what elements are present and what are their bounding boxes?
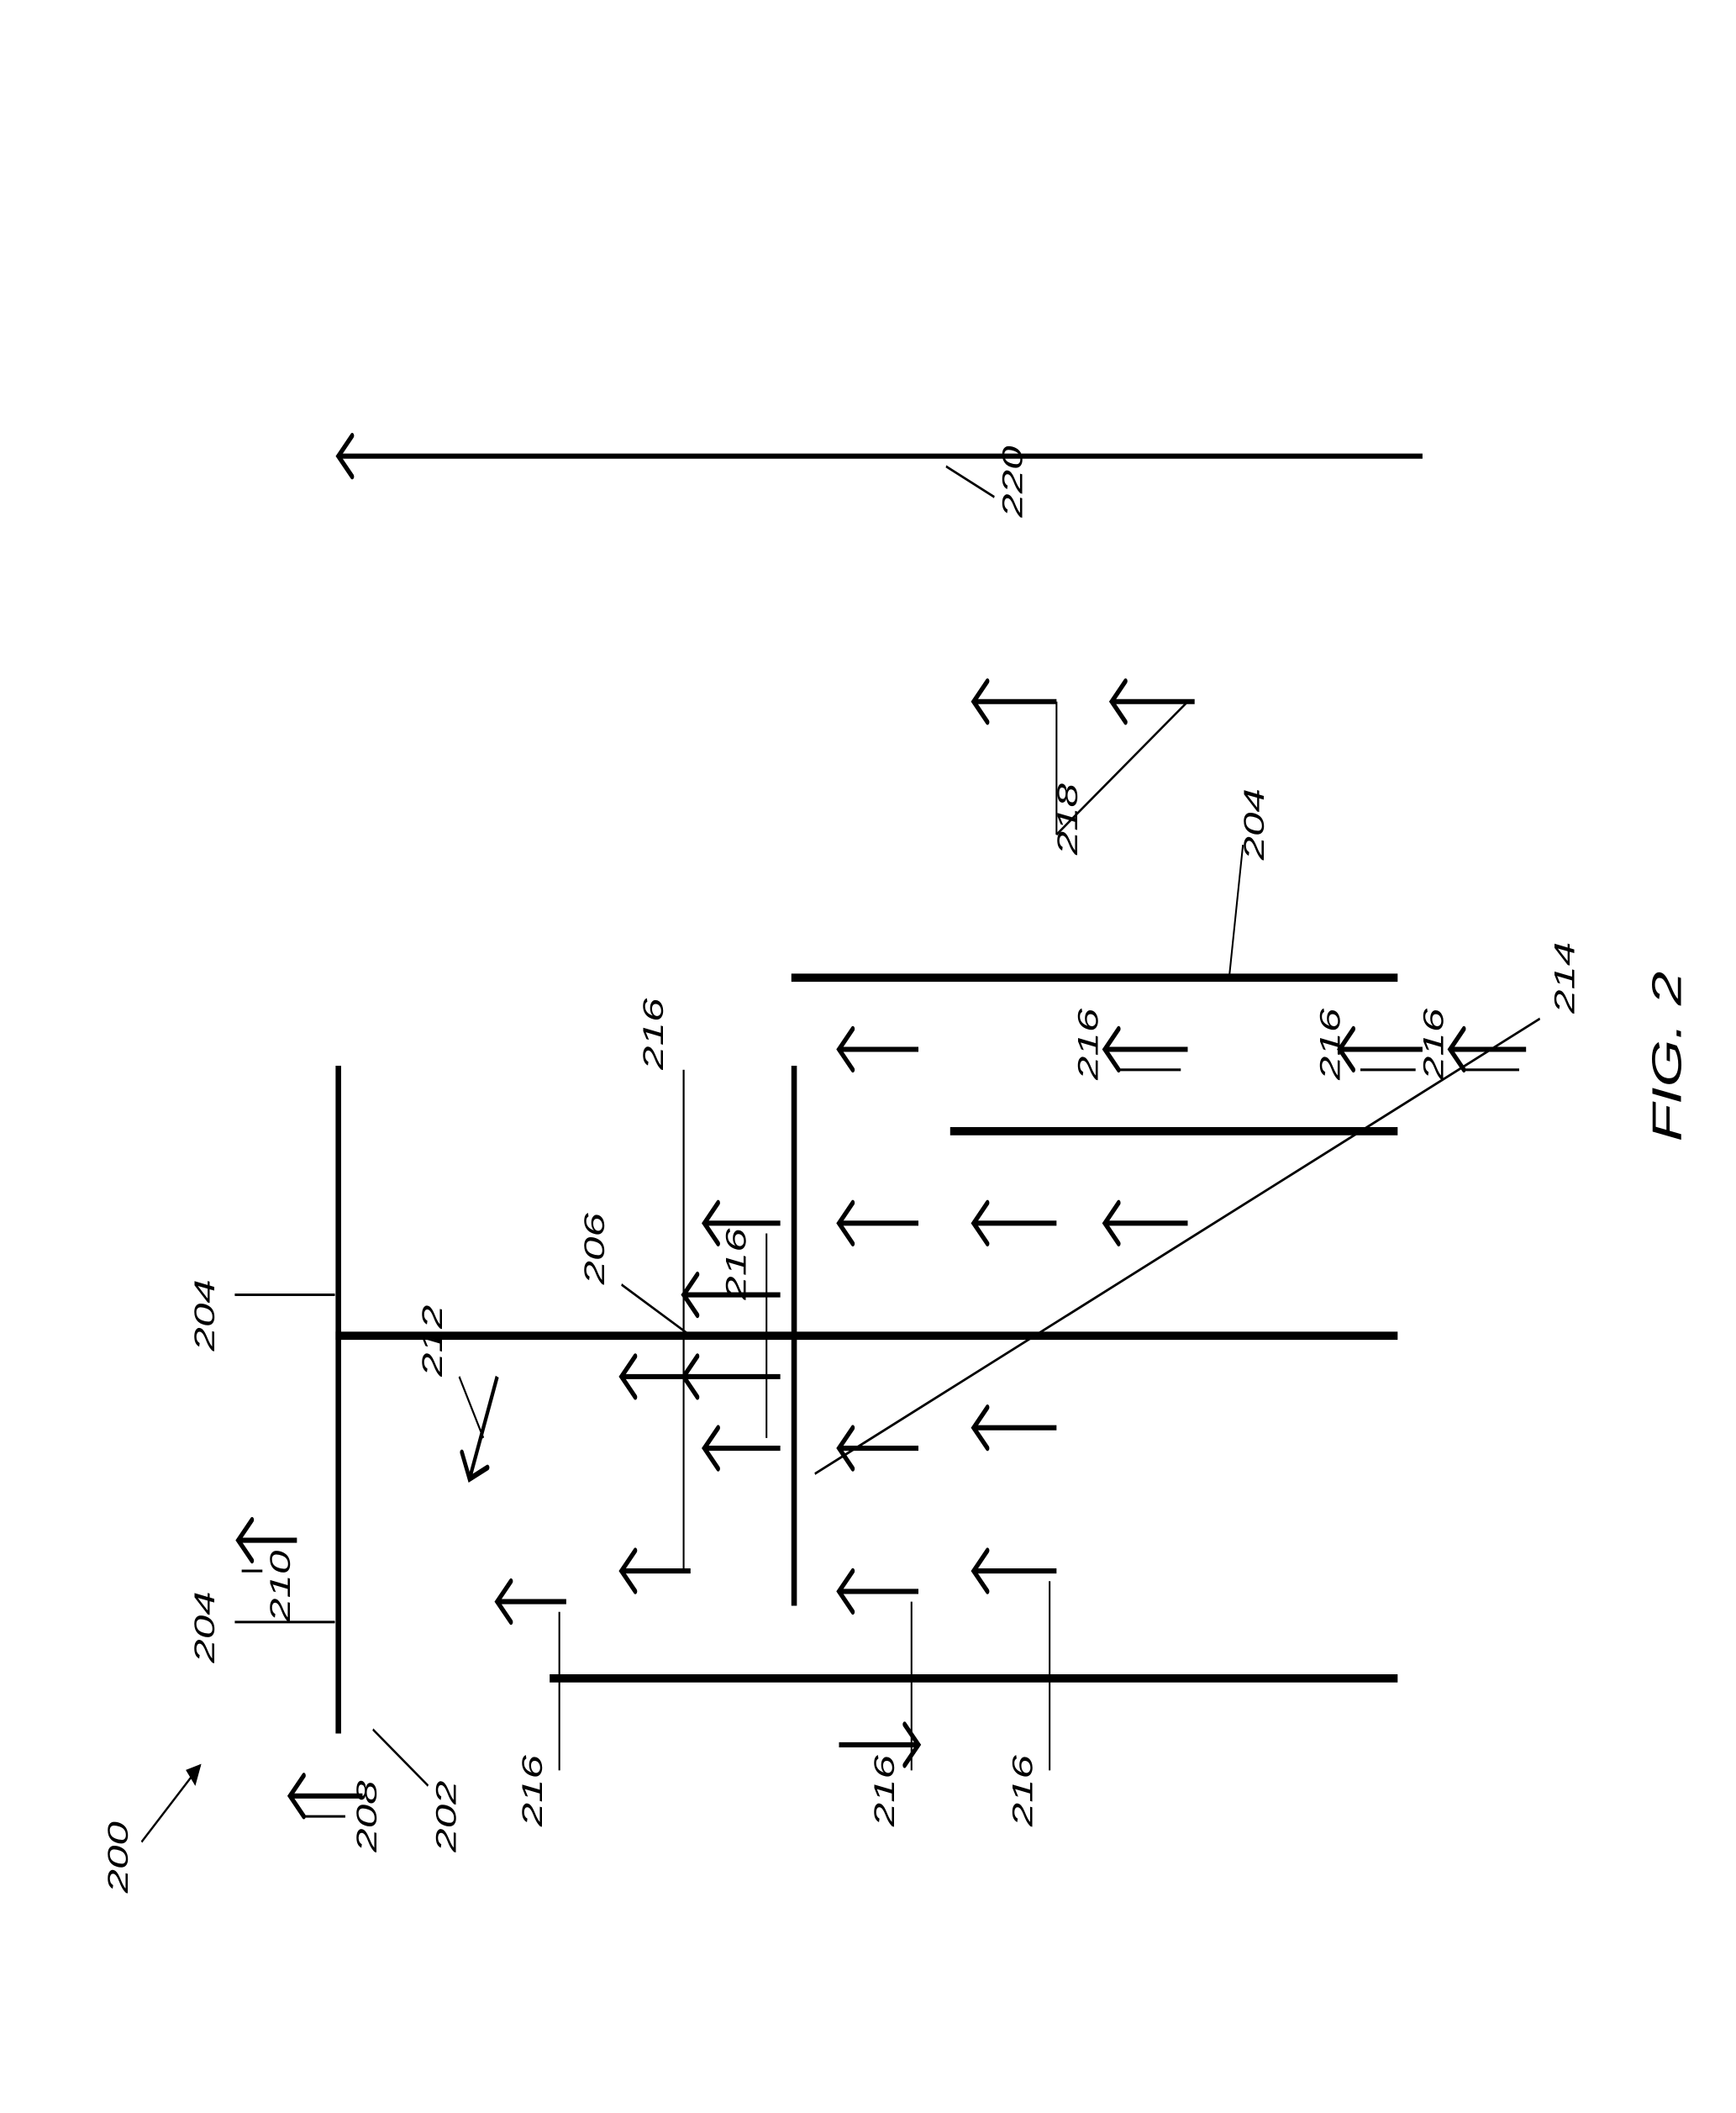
ref-label-212: 212 — [417, 1305, 449, 1378]
ref-label-216c: 216 — [1007, 1754, 1039, 1827]
ref-label-204a: 204 — [189, 1591, 221, 1663]
ref-label-202: 202 — [430, 1780, 462, 1852]
ref-label-216f: 216 — [1314, 1008, 1346, 1081]
ref-label-208: 208 — [351, 1780, 383, 1852]
flow-arrow-3 — [470, 1377, 497, 1479]
ref-label-216g: 216 — [1418, 1008, 1449, 1081]
ref-label-214: 214 — [1549, 942, 1581, 1014]
structure — [339, 977, 1395, 1729]
ref-label-216d: 216 — [720, 1227, 752, 1300]
ref-label-204b: 204 — [189, 1279, 221, 1352]
ref-label-216h: 216 — [1073, 1008, 1105, 1081]
ref-label-216a: 216 — [517, 1754, 549, 1827]
ref-label-220: 220 — [997, 445, 1028, 518]
ref-label-206: 206 — [579, 1212, 611, 1285]
ref-label-200: 200 — [103, 1821, 134, 1894]
ref-label-218: 218 — [1052, 783, 1084, 856]
flow-arrows — [239, 456, 1527, 1796]
ref-label-216b: 216 — [869, 1754, 901, 1827]
ref-label-216e: 216 — [638, 998, 670, 1071]
patent-figure-2: 200 208 202 210 204 212 206 204 216 216 216 216 216 2… — [0, 0, 1736, 2113]
figure-caption: FIG. 2 — [1644, 972, 1691, 1142]
ref-label-210: 210 — [265, 1551, 297, 1623]
ref-label-204c: 204 — [1239, 788, 1270, 861]
